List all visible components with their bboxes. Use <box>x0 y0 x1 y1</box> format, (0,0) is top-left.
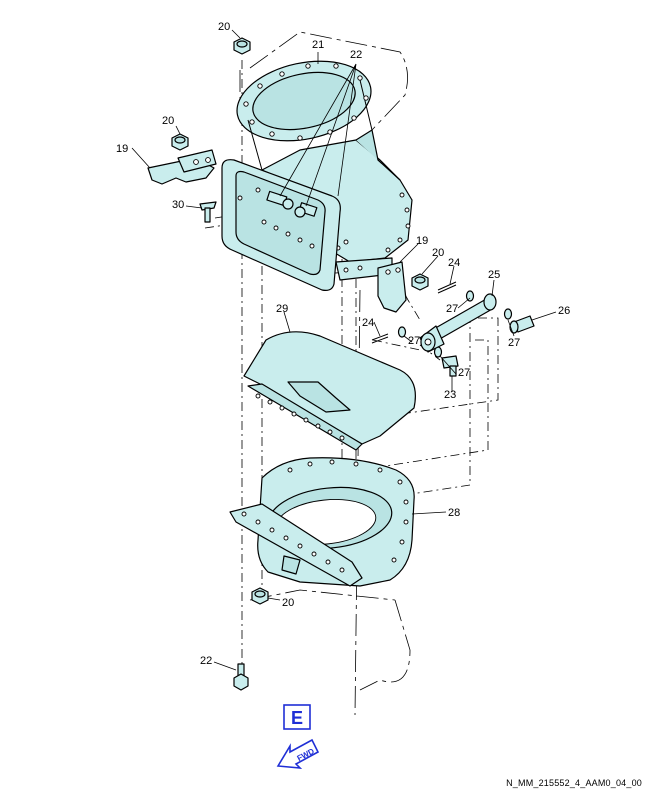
callout-20-right: 20 <box>432 247 444 259</box>
callout-24-top: 24 <box>448 257 460 269</box>
part-28-lower-frame <box>229 457 415 587</box>
callout-27-b: 27 <box>408 335 420 347</box>
callout-26: 26 <box>558 305 570 317</box>
leader-lines <box>131 29 557 671</box>
part-25-hinge-shaft <box>419 293 497 353</box>
fwd-label: FWD <box>296 746 317 763</box>
part-20-nut-left <box>171 133 189 151</box>
part-22-bolt-bottom <box>233 663 249 691</box>
callout-25: 25 <box>488 269 500 281</box>
callout-29: 29 <box>276 303 288 315</box>
callout-23: 23 <box>444 389 456 401</box>
part-20-nut-right <box>411 273 429 291</box>
callout-20-bottom: 20 <box>282 597 294 609</box>
part-22-bolts-upper <box>266 190 318 218</box>
upper-flange-holes <box>243 63 369 141</box>
view-marker: E <box>283 704 311 730</box>
side-flange-holes <box>335 192 411 253</box>
view-marker-letter: E <box>291 708 303 728</box>
part-20-nut-bottom <box>251 587 269 605</box>
callout-28: 28 <box>448 507 460 519</box>
callout-30: 30 <box>172 199 184 211</box>
part-27-washers <box>397 290 513 358</box>
callouts: 20 21 22 20 19 30 19 20 24 25 27 26 29 2… <box>116 21 570 667</box>
callout-22-bottom: 22 <box>200 655 212 667</box>
part-30-screw <box>199 201 217 223</box>
callout-27-a: 27 <box>446 303 458 315</box>
callout-20-top: 20 <box>218 21 230 33</box>
callout-19-right: 19 <box>416 235 428 247</box>
callout-27-c: 27 <box>508 337 520 349</box>
part-26-bolt <box>509 315 535 334</box>
part-29-flapper-door <box>243 331 416 451</box>
callout-22-top: 22 <box>350 49 362 61</box>
callout-19-left: 19 <box>116 143 128 155</box>
fwd-arrow: FWD <box>276 738 320 769</box>
part-24-cotter-pins <box>371 281 457 344</box>
callout-27-d: 27 <box>458 367 470 379</box>
callout-24-mid: 24 <box>362 317 374 329</box>
figure-id: N_MM_215552_4_AAM0_04_00 <box>506 778 642 788</box>
part-20-nut-top <box>233 37 251 55</box>
callout-20-left: 20 <box>162 115 174 127</box>
phantom-structure-outline <box>239 31 411 716</box>
part-19-bracket-left <box>147 149 217 185</box>
part-19-bracket-right <box>377 261 407 313</box>
callout-21: 21 <box>312 39 324 51</box>
